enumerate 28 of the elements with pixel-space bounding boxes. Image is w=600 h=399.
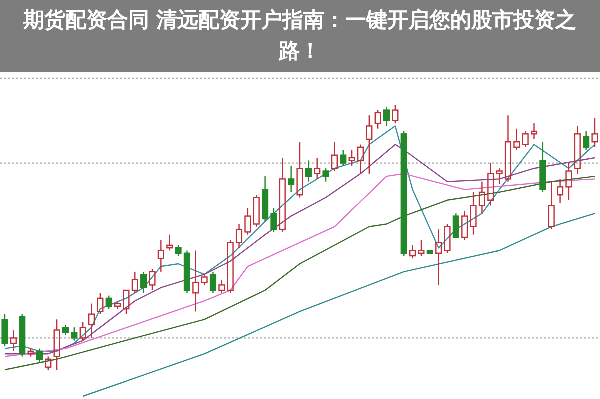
candlestick [357, 144, 364, 174]
candlestick [62, 324, 70, 336]
candlestick [504, 115, 512, 182]
candlestick [88, 303, 96, 339]
candlestick [262, 176, 269, 222]
candlestick [54, 319, 60, 371]
chart-title: 期货配资合同 清远配资开户指南：一键开启您的股市投资之路！ [22, 7, 578, 65]
candlestick [410, 244, 416, 260]
candlestick [436, 228, 442, 286]
candlestick [36, 348, 43, 363]
candlestick [10, 330, 17, 352]
candlestick [383, 107, 390, 127]
candlestick [210, 271, 217, 294]
candlestick [114, 300, 122, 310]
candlestick [192, 250, 200, 312]
candlestick [184, 250, 190, 294]
candlestick [140, 271, 148, 294]
candlestick [305, 160, 312, 182]
candlestick [583, 130, 590, 151]
candlestick [557, 178, 564, 204]
candlestick [478, 181, 486, 214]
candlestick [158, 240, 164, 273]
candlestick [288, 165, 295, 194]
candlestick [530, 122, 538, 140]
picture-banner: 期货配资合同 清远配资开户指南：一键开启您的股市投资之路！ [0, 0, 600, 72]
candlestick [366, 115, 373, 174]
candlestick [236, 224, 243, 249]
candlestick [331, 142, 338, 172]
